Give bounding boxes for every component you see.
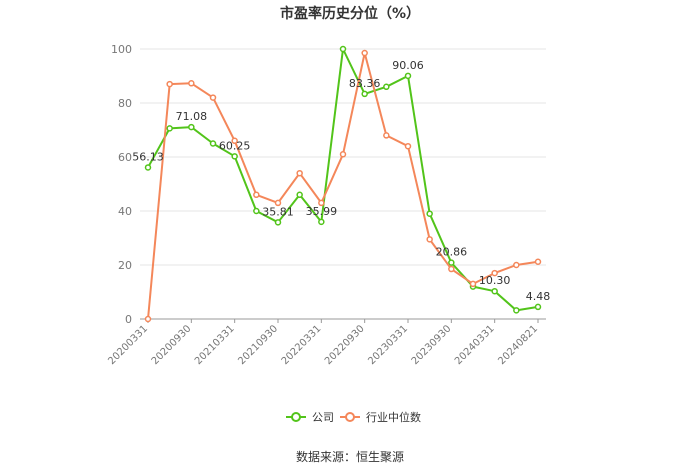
series-point-0[interactable] [166, 125, 173, 132]
x-tick-label: 20210331 [193, 323, 237, 367]
x-tick-label: 20220331 [280, 323, 324, 367]
series-point-1[interactable] [144, 315, 152, 323]
legend-swatch-marker [291, 412, 301, 422]
data-label: 71.08 [176, 110, 208, 123]
series-line-0 [147, 48, 539, 312]
series-point-0[interactable] [318, 218, 325, 226]
legend-label-0[interactable]: 公司 [312, 411, 334, 424]
series-point-0[interactable] [491, 287, 498, 295]
series-point-1[interactable] [339, 151, 347, 158]
x-tick-label: 20200930 [150, 323, 194, 367]
y-tick-label: 20 [118, 259, 132, 272]
x-tick-label: 20230930 [410, 323, 454, 367]
series-point-0[interactable] [231, 153, 238, 160]
x-tick-label: 20210930 [236, 323, 280, 367]
chart-title: 市盈率历史分位（%） [280, 5, 420, 22]
series-point-1[interactable] [209, 94, 217, 101]
series-point-0[interactable] [534, 303, 542, 311]
series-point-1[interactable] [188, 80, 195, 87]
x-tick-label: 20230331 [366, 323, 410, 367]
series-point-0[interactable] [253, 207, 260, 215]
series-point-0[interactable] [448, 259, 455, 266]
series-point-0[interactable] [383, 83, 390, 91]
legend-label-1[interactable]: 行业中位数 [366, 410, 421, 424]
x-tick-label: 20200331 [106, 323, 150, 367]
x-tick-label: 20240821 [496, 323, 540, 367]
series-point-1[interactable] [404, 142, 412, 150]
series-point-0[interactable] [209, 140, 217, 147]
x-tick-label: 20240331 [453, 323, 497, 367]
legend[interactable]: 公司 行业中位数 [286, 410, 421, 424]
y-axis: 0 20 40 60 80 100 [111, 43, 132, 326]
series-point-1[interactable] [469, 280, 477, 288]
series-group [144, 45, 542, 323]
series-point-0[interactable] [144, 164, 152, 171]
series-point-1[interactable] [448, 265, 455, 273]
y-tick-label: 80 [118, 97, 132, 110]
series-point-1[interactable] [491, 269, 498, 277]
series-point-0[interactable] [404, 72, 412, 80]
series-point-0[interactable] [361, 90, 368, 98]
series-point-1[interactable] [383, 132, 390, 139]
y-tick-label: 40 [118, 205, 132, 218]
series-point-1[interactable] [426, 236, 433, 243]
source-text: 数据来源：恒生聚源 [296, 449, 404, 464]
series-point-1[interactable] [513, 261, 520, 269]
series-point-1[interactable] [318, 199, 325, 207]
series-point-1[interactable] [166, 80, 173, 88]
series-point-1[interactable] [534, 258, 542, 266]
series-point-1[interactable] [231, 137, 238, 145]
y-tick-label: 0 [125, 313, 132, 326]
series-point-1[interactable] [296, 169, 303, 177]
y-tick-label: 60 [118, 151, 132, 164]
y-tick-label: 100 [111, 43, 132, 56]
x-axis: 20200331 20200930 20210331 20210930 20220331… [106, 318, 546, 367]
series-point-1[interactable] [253, 191, 260, 199]
data-labels: 56.13 71.08 60.25 35.81 35.99 83.36 90.06 20.86… [132, 59, 550, 303]
series-point-1[interactable] [274, 199, 282, 207]
data-label: 4.48 [526, 290, 551, 303]
data-label: 35.81 [262, 205, 294, 218]
x-tick-label: 20220930 [323, 323, 367, 367]
series-point-0[interactable] [426, 210, 433, 217]
data-label: 10.30 [479, 274, 511, 287]
series-point-0[interactable] [296, 191, 303, 199]
series-point-0[interactable] [513, 307, 520, 314]
series-point-0[interactable] [274, 219, 282, 226]
data-label: 56.13 [132, 150, 164, 163]
data-label: 83.36 [349, 77, 381, 90]
data-label: 60.25 [219, 139, 251, 152]
data-label: 20.86 [436, 246, 468, 259]
data-label: 35.99 [306, 205, 338, 218]
series-point-0[interactable] [339, 45, 347, 53]
series-point-1[interactable] [361, 49, 368, 57]
series-point-0[interactable] [188, 123, 195, 131]
data-label: 90.06 [392, 59, 424, 72]
legend-swatch-marker [345, 412, 355, 422]
